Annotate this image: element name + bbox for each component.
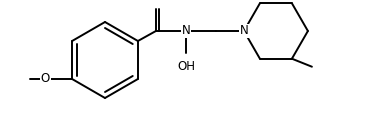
Text: N: N [239, 25, 248, 38]
Text: OH: OH [177, 60, 195, 73]
Text: O: O [41, 72, 50, 86]
Text: N: N [182, 25, 190, 38]
Text: O: O [153, 0, 162, 2]
